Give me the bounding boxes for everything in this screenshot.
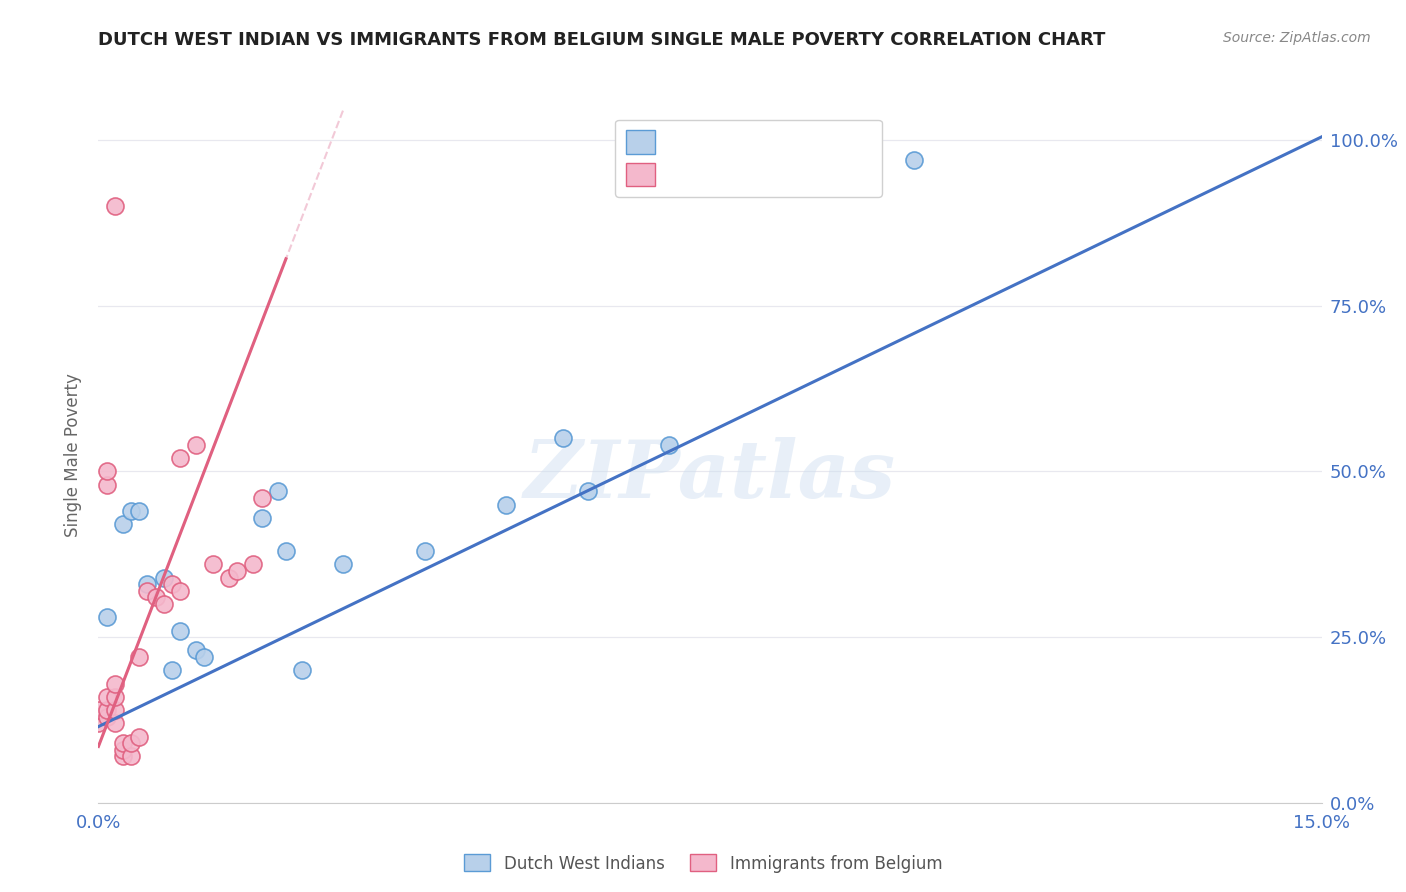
Text: 0.698: 0.698 — [738, 128, 789, 146]
Text: R =: R = — [683, 168, 723, 186]
Point — [120, 736, 142, 750]
Text: N =: N = — [800, 128, 851, 146]
Point — [120, 504, 142, 518]
Point — [332, 558, 354, 572]
Point — [96, 709, 118, 723]
Point — [111, 736, 134, 750]
Point — [903, 153, 925, 167]
Point — [226, 564, 249, 578]
Point — [111, 517, 134, 532]
Point — [136, 577, 159, 591]
Text: R =: R = — [683, 128, 723, 146]
Point — [160, 577, 183, 591]
Point — [553, 431, 575, 445]
Point — [152, 597, 174, 611]
Point — [96, 610, 118, 624]
Point — [96, 703, 118, 717]
Y-axis label: Single Male Poverty: Single Male Poverty — [65, 373, 83, 537]
Point — [169, 624, 191, 638]
Point — [274, 544, 297, 558]
Point — [128, 650, 150, 665]
Point — [136, 583, 159, 598]
Point — [576, 484, 599, 499]
Text: N =: N = — [800, 168, 851, 186]
Point — [658, 438, 681, 452]
Point — [96, 477, 118, 491]
Text: Source: ZipAtlas.com: Source: ZipAtlas.com — [1223, 31, 1371, 45]
Point — [193, 650, 215, 665]
Point — [96, 690, 118, 704]
Point — [250, 511, 273, 525]
Point — [250, 491, 273, 505]
Point — [145, 591, 167, 605]
Point — [104, 676, 127, 690]
Text: 21: 21 — [851, 128, 873, 146]
Point — [120, 749, 142, 764]
Point — [104, 703, 127, 717]
Point — [111, 743, 134, 757]
Text: 0.654: 0.654 — [738, 168, 790, 186]
Text: DUTCH WEST INDIAN VS IMMIGRANTS FROM BELGIUM SINGLE MALE POVERTY CORRELATION CHA: DUTCH WEST INDIAN VS IMMIGRANTS FROM BEL… — [98, 31, 1105, 49]
Legend: Dutch West Indians, Immigrants from Belgium: Dutch West Indians, Immigrants from Belg… — [457, 847, 949, 880]
Legend:                                     ,                                     : , — [614, 120, 882, 196]
Point — [169, 451, 191, 466]
Point — [291, 663, 314, 677]
Point — [128, 504, 150, 518]
Point — [218, 570, 240, 584]
Point — [87, 703, 110, 717]
Point — [111, 749, 134, 764]
Text: ZIPatlas: ZIPatlas — [524, 437, 896, 515]
Point — [104, 716, 127, 731]
Point — [160, 663, 183, 677]
Point — [201, 558, 224, 572]
Point — [495, 498, 517, 512]
Point — [267, 484, 290, 499]
Point — [104, 690, 127, 704]
Point — [242, 558, 264, 572]
Text: 31: 31 — [851, 168, 873, 186]
Point — [104, 199, 127, 213]
Point — [96, 465, 118, 479]
Point — [186, 643, 208, 657]
Point — [128, 730, 150, 744]
Point — [152, 570, 174, 584]
Point — [413, 544, 436, 558]
Point — [87, 716, 110, 731]
Point — [169, 583, 191, 598]
Point — [186, 438, 208, 452]
